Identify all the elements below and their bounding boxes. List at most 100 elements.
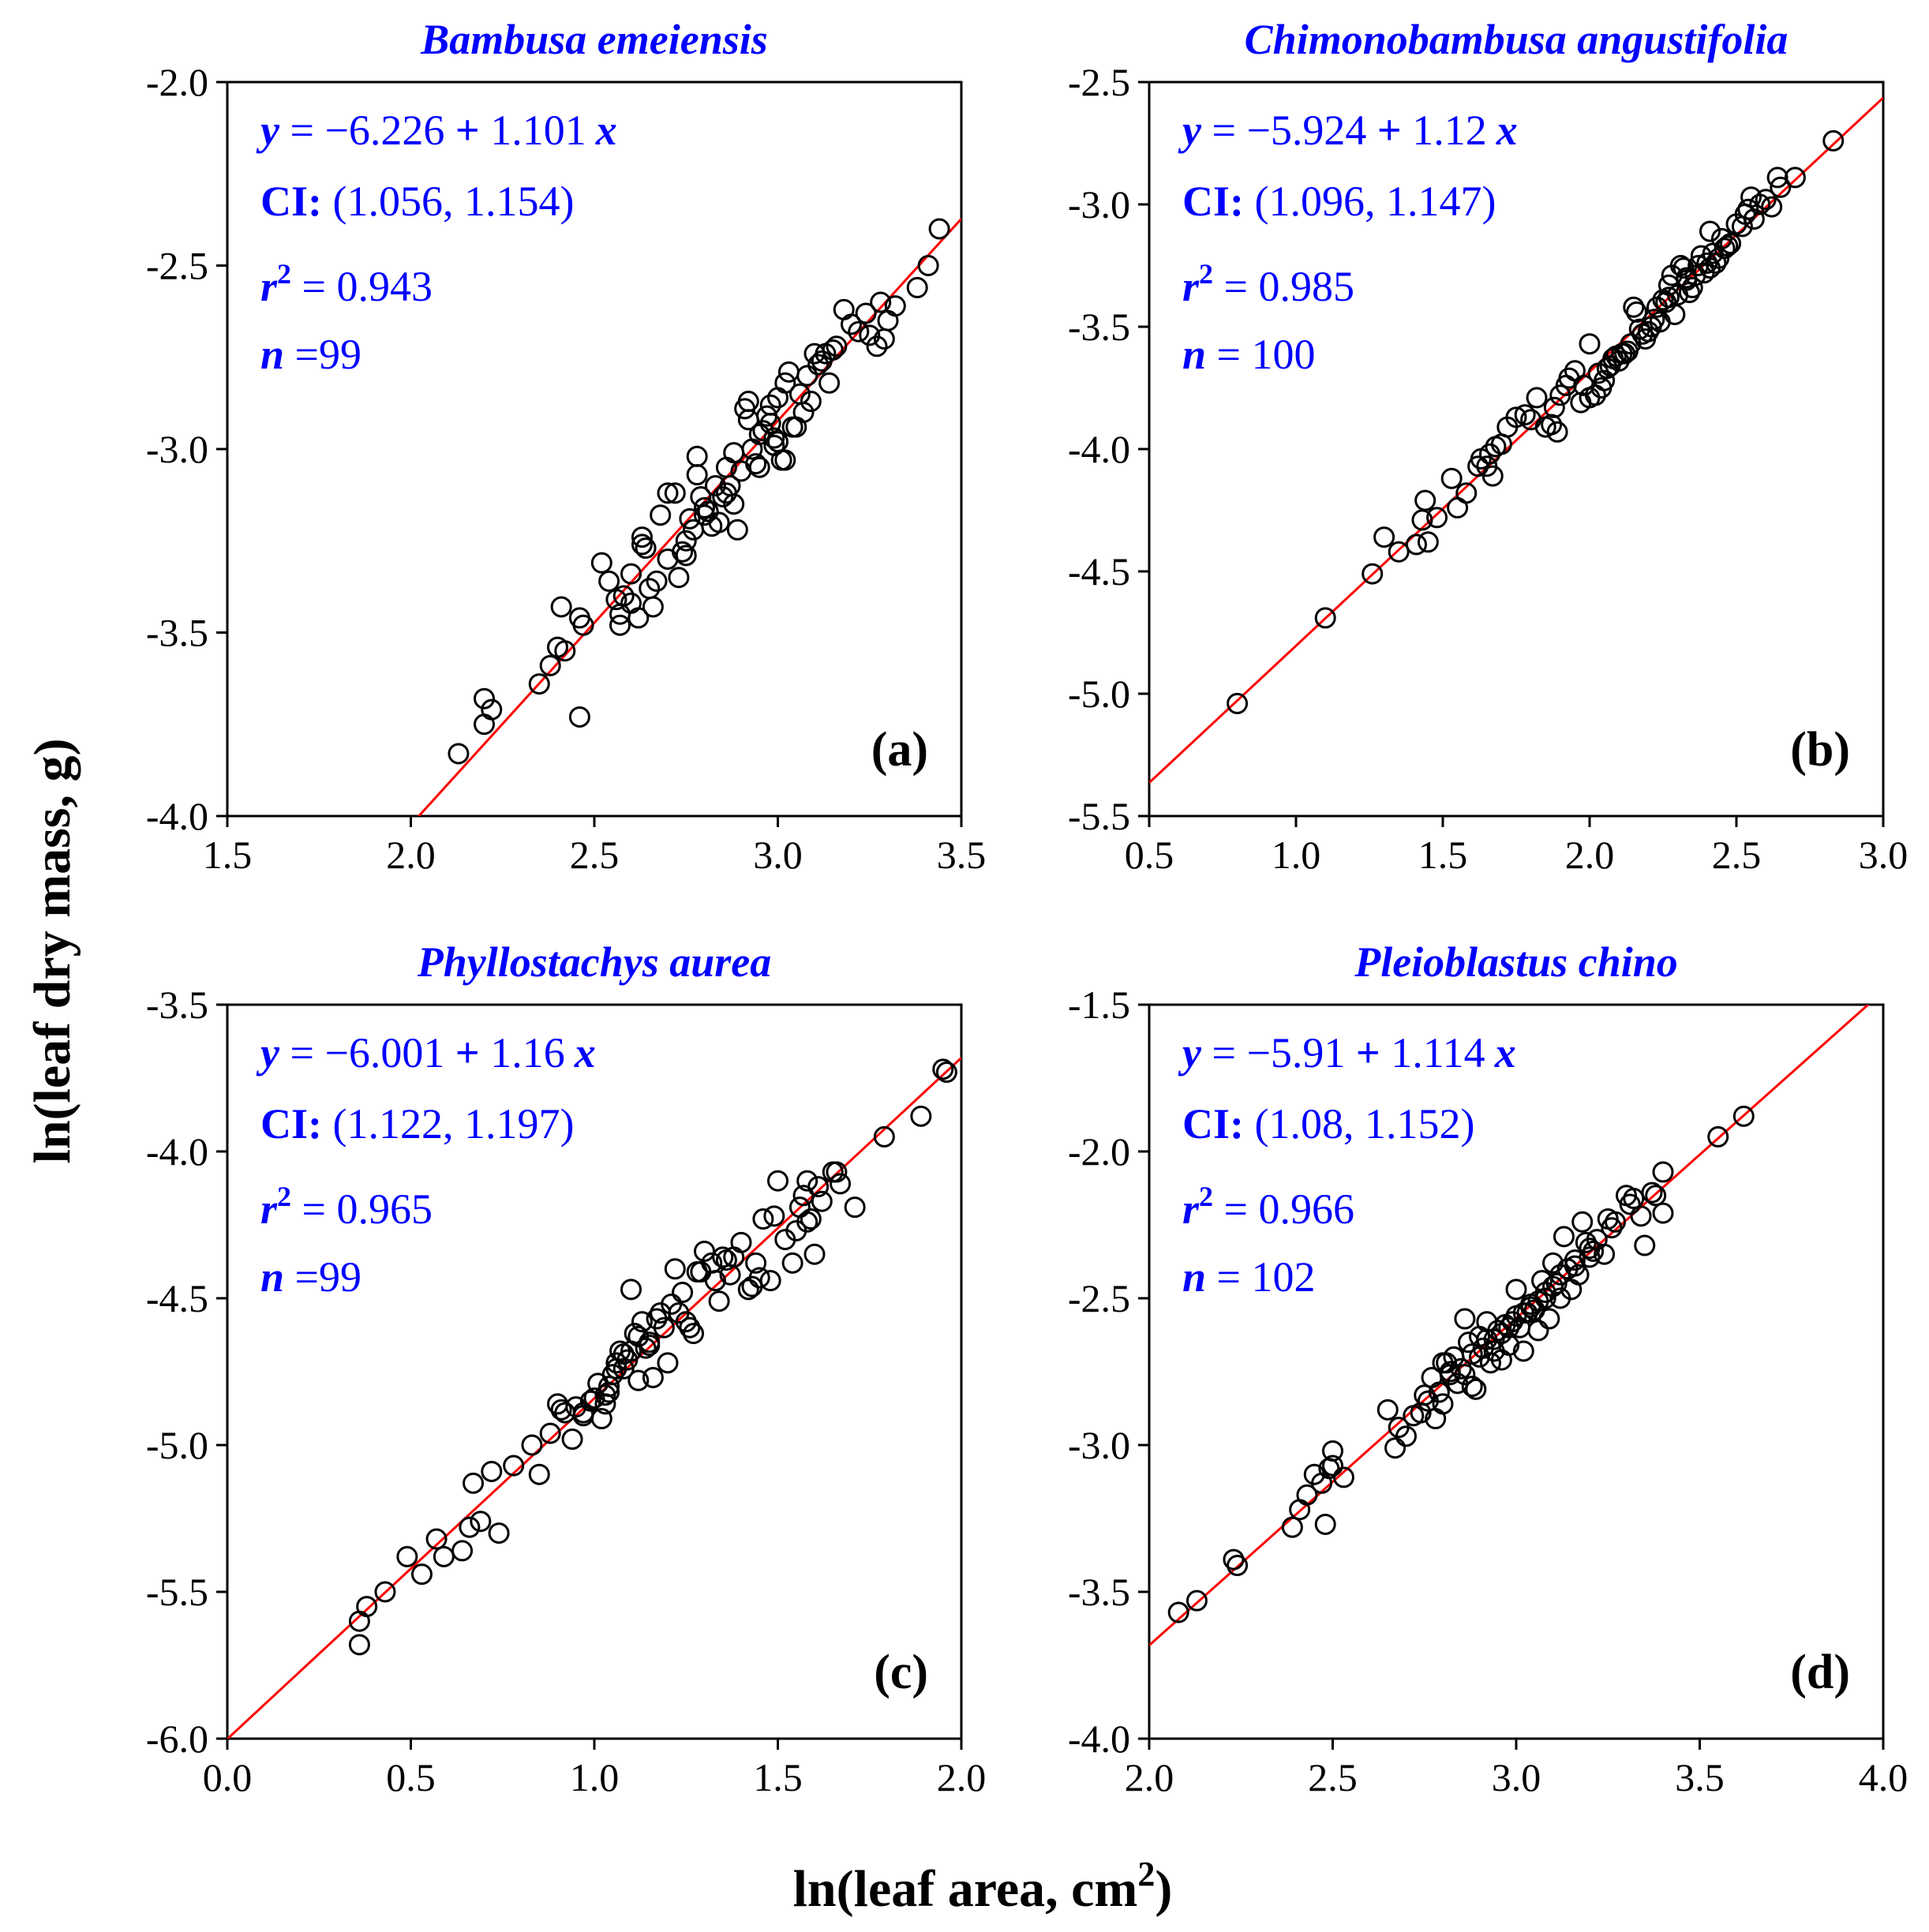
data-point	[1227, 1555, 1249, 1577]
data-point	[1601, 1217, 1623, 1239]
data-point	[1605, 1211, 1627, 1233]
data-point	[594, 1384, 616, 1406]
data-point	[1583, 1240, 1605, 1262]
x-axis-title: ln(leaf area, cm2)	[793, 1855, 1173, 1918]
data-point	[1384, 1437, 1406, 1459]
ci-value: (1.122, 1.197)	[322, 1100, 574, 1148]
data-point	[719, 1264, 741, 1286]
data-point	[792, 402, 815, 423]
data-point	[1623, 296, 1645, 318]
y-tick-label: -6.0	[146, 1717, 208, 1761]
y-tick-label: -3.5	[1068, 1570, 1130, 1614]
y-tick-label: -3.5	[146, 983, 208, 1027]
data-point	[752, 1208, 774, 1230]
data-point	[1454, 1364, 1476, 1386]
data-point	[1505, 1279, 1527, 1301]
ci-value: (1.096, 1.147)	[1244, 178, 1496, 225]
data-point	[844, 1196, 866, 1219]
data-point	[873, 1125, 895, 1148]
x-tick-label: 3.5	[937, 833, 987, 877]
data-point	[1732, 1105, 1755, 1127]
data-point	[1645, 1185, 1667, 1207]
confidence-interval: CI: (1.056, 1.154)	[260, 178, 574, 225]
data-point	[1440, 467, 1463, 489]
data-point	[1428, 1381, 1450, 1403]
y-tick-label: -4.0	[1068, 427, 1130, 471]
data-point	[726, 519, 748, 541]
data-point	[1185, 1589, 1208, 1612]
data-point	[1743, 208, 1765, 230]
data-point	[708, 1290, 730, 1312]
x-tick-label: 1.0	[570, 1755, 620, 1799]
data-point	[748, 456, 770, 478]
data-point	[1720, 233, 1742, 255]
data-point	[1426, 507, 1448, 529]
data-point	[745, 1252, 767, 1274]
y-tick-label: -5.0	[146, 1423, 208, 1467]
x-axis-title-end: )	[1155, 1860, 1172, 1918]
r-squared: r2 = 0.966	[1182, 1181, 1354, 1233]
data-point	[481, 1460, 503, 1482]
data-point	[1538, 1308, 1560, 1330]
y-tick-label: -1.5	[1068, 983, 1130, 1027]
r2-symbol: r	[260, 263, 278, 310]
panel-title: Chimonobambusa angustifolia	[1245, 16, 1789, 63]
data-point	[1619, 1193, 1641, 1215]
data-point	[1822, 129, 1845, 152]
r2-value: = 0.966	[1213, 1185, 1354, 1233]
data-point	[1461, 1376, 1483, 1398]
data-point	[697, 500, 719, 522]
eq-slope: 1.101	[490, 107, 586, 154]
r2-value: = 0.985	[1213, 263, 1354, 310]
data-point	[1527, 1320, 1549, 1342]
data-point	[481, 698, 503, 721]
y-tick-label: -4.0	[1068, 1717, 1130, 1761]
data-point	[1520, 409, 1542, 431]
r2-value: = 0.965	[291, 1185, 433, 1233]
panel-label: (d)	[1790, 1646, 1850, 1699]
data-point	[646, 570, 668, 592]
data-point	[668, 567, 690, 589]
data-point	[1681, 276, 1703, 298]
data-point	[833, 298, 855, 320]
data-point	[1761, 196, 1783, 218]
data-point	[803, 1243, 826, 1265]
eq-intercept: 6.226	[349, 107, 445, 154]
data-point	[1542, 1252, 1564, 1274]
data-point	[1406, 534, 1428, 556]
data-point	[609, 603, 631, 625]
data-point	[767, 431, 788, 453]
x-tick-label: 3.0	[753, 833, 803, 877]
data-point	[1541, 414, 1563, 436]
data-point	[737, 1279, 759, 1301]
x-tick-label: 2.0	[1125, 1755, 1174, 1799]
n-symbol: n	[260, 331, 284, 378]
n-value: = 100	[1206, 331, 1315, 378]
eq-intercept: 6.001	[349, 1029, 445, 1076]
x-tick-label: 1.0	[1272, 833, 1321, 877]
data-point	[1414, 1384, 1436, 1406]
data-point	[620, 1279, 642, 1301]
eq-plus: +	[444, 107, 490, 154]
regression-line	[417, 218, 961, 816]
data-point	[1476, 1328, 1498, 1350]
y-tick-label: -3.0	[146, 427, 208, 471]
data-point	[550, 596, 572, 618]
data-point	[870, 291, 892, 313]
data-point	[568, 706, 590, 728]
x-tick-label: 3.0	[1859, 833, 1908, 877]
n-symbol: n	[1182, 1253, 1206, 1301]
regression-equation: y = −5.91 + 1.114 x	[1178, 1029, 1516, 1076]
eq-equals: =	[279, 107, 324, 154]
data-point	[1542, 1275, 1564, 1297]
data-point	[774, 372, 796, 394]
data-point	[459, 1516, 481, 1538]
panel-b: 0.5 1.0 1.5 2.0 2.5 3.0 -5.5 -5.0 -4.5 -4.0 -3.5 -3…	[1068, 16, 1908, 877]
data-point	[822, 339, 844, 361]
data-point	[463, 1472, 485, 1494]
data-point	[859, 324, 881, 346]
data-point	[848, 320, 870, 343]
data-point	[1669, 255, 1691, 276]
data-point	[818, 372, 841, 394]
x-tick-label: 1.5	[753, 1755, 803, 1799]
